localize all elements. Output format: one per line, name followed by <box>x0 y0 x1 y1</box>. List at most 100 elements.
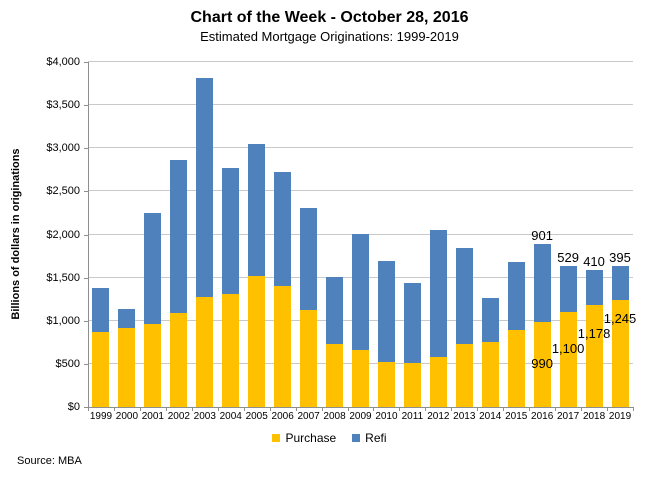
y-axis-line <box>88 62 89 408</box>
y-tick-0 <box>84 407 88 408</box>
x-tick-label-2011: 2011 <box>401 411 424 422</box>
y-tick-label-0: $0 <box>67 401 80 413</box>
purchase-label-2018: 1,178 <box>577 326 611 341</box>
bar-refi-2004 <box>222 167 240 294</box>
x-tick-label-2009: 2009 <box>349 411 372 422</box>
x-tick-7 <box>269 408 271 411</box>
bar-refi-2014 <box>481 298 499 342</box>
bar-refi-2002 <box>170 159 188 313</box>
bar-purchase-2003 <box>196 297 214 407</box>
x-tick-label-2018: 2018 <box>582 411 606 422</box>
x-tick-15 <box>477 408 479 411</box>
bar-refi-2017 <box>559 266 577 313</box>
y-tick-label-3000: $3,000 <box>46 142 80 155</box>
x-tick-label-2015: 2015 <box>505 411 528 422</box>
y-tick-label-2500: $2,500 <box>46 185 80 198</box>
chart-subtitle: Estimated Mortgage Originations: 1999-20… <box>200 29 459 44</box>
gridline-2500 <box>88 190 633 192</box>
bar-purchase-2006 <box>274 285 292 407</box>
bar-purchase-2010 <box>377 362 395 407</box>
bar-purchase-2007 <box>300 309 318 407</box>
x-tick-3 <box>165 408 167 411</box>
x-tick-14 <box>451 408 453 411</box>
y-tick-label-2000: $2,000 <box>46 228 80 241</box>
bar-purchase-2014 <box>481 341 499 407</box>
refi-label-2018: 410 <box>583 254 605 270</box>
bar-purchase-1999 <box>92 331 110 407</box>
bar-refi-2009 <box>352 234 369 351</box>
y-tick-3500 <box>84 105 88 107</box>
purchase-label-2019: 1,245 <box>603 311 637 326</box>
bar-refi-2019 <box>611 265 629 300</box>
bar-purchase-2018 <box>585 305 603 407</box>
bar-purchase-2008 <box>326 344 344 407</box>
bar-refi-2015 <box>507 262 525 330</box>
x-tick-label-2012: 2012 <box>427 411 450 422</box>
refi-label-2016: 901 <box>531 227 553 243</box>
x-axis-line <box>88 407 634 408</box>
y-tick-4000 <box>84 62 88 63</box>
x-tick-13 <box>425 408 427 411</box>
purchase-swatch-icon <box>272 434 281 442</box>
x-tick-12 <box>399 408 401 411</box>
bar-refi-2001 <box>144 213 162 324</box>
bar-refi-2012 <box>429 229 447 357</box>
bar-refi-2000 <box>118 308 136 329</box>
bar-purchase-2002 <box>170 312 188 407</box>
gridline-3000 <box>88 147 633 149</box>
bar-purchase-2012 <box>429 356 447 407</box>
x-tick-11 <box>373 408 375 411</box>
y-tick-label-500: $500 <box>55 357 80 370</box>
x-tick-9 <box>321 408 323 411</box>
bar-refi-2018 <box>585 270 603 306</box>
x-tick-label-2001: 2001 <box>141 411 164 422</box>
bar-refi-2005 <box>248 144 266 276</box>
x-tick-label-2003: 2003 <box>193 411 216 422</box>
y-tick-2000 <box>84 234 88 236</box>
source-note: Source: MBA <box>17 455 82 467</box>
x-tick-10 <box>347 408 349 411</box>
x-tick-0 <box>88 408 89 411</box>
refi-label-2017: 529 <box>557 250 579 266</box>
x-tick-1 <box>113 408 115 411</box>
x-tick-20 <box>607 408 609 411</box>
bar-purchase-2001 <box>144 323 162 407</box>
x-tick-label-2007: 2007 <box>297 411 320 422</box>
y-tick-label-3500: $3,500 <box>46 99 80 112</box>
bar-refi-2011 <box>403 283 421 364</box>
x-tick-4 <box>191 408 193 411</box>
x-tick-label-2019: 2019 <box>608 411 632 422</box>
x-tick-label-2013: 2013 <box>453 411 476 422</box>
x-tick-6 <box>243 408 245 411</box>
x-tick-label-2005: 2005 <box>245 411 268 422</box>
x-tick-16 <box>503 408 505 411</box>
gridline-2000 <box>88 233 633 235</box>
bar-refi-2006 <box>274 171 292 286</box>
gridline-3500 <box>88 104 633 106</box>
gridline-4000 <box>88 61 633 62</box>
x-tick-label-2002: 2002 <box>167 411 190 422</box>
bar-refi-2003 <box>196 77 214 298</box>
x-tick-2 <box>139 408 141 411</box>
y-tick-label-1000: $1,000 <box>46 314 80 327</box>
bar-purchase-2004 <box>222 294 240 407</box>
bar-refi-2016 <box>533 243 551 322</box>
x-tick-label-2016: 2016 <box>531 411 554 422</box>
bar-purchase-2005 <box>248 275 266 407</box>
legend-item-purchase: Purchase <box>272 431 336 445</box>
bar-purchase-2013 <box>455 344 473 407</box>
y-tick-2500 <box>84 191 88 193</box>
legend-item-refi: Refi <box>352 431 387 445</box>
bar-refi-2010 <box>377 260 395 363</box>
plot-area <box>88 61 633 407</box>
x-tick-label-2014: 2014 <box>479 411 502 422</box>
x-tick-8 <box>295 408 297 411</box>
x-tick-5 <box>217 408 219 411</box>
x-tick-label-2000: 2000 <box>115 411 139 422</box>
x-tick-label-2006: 2006 <box>271 411 294 422</box>
x-tick-label-2017: 2017 <box>556 411 580 422</box>
bar-purchase-2017 <box>559 312 577 407</box>
bar-refi-2008 <box>326 276 344 345</box>
refi-swatch-icon <box>352 434 361 442</box>
y-tick-label-1500: $1,500 <box>46 271 80 284</box>
